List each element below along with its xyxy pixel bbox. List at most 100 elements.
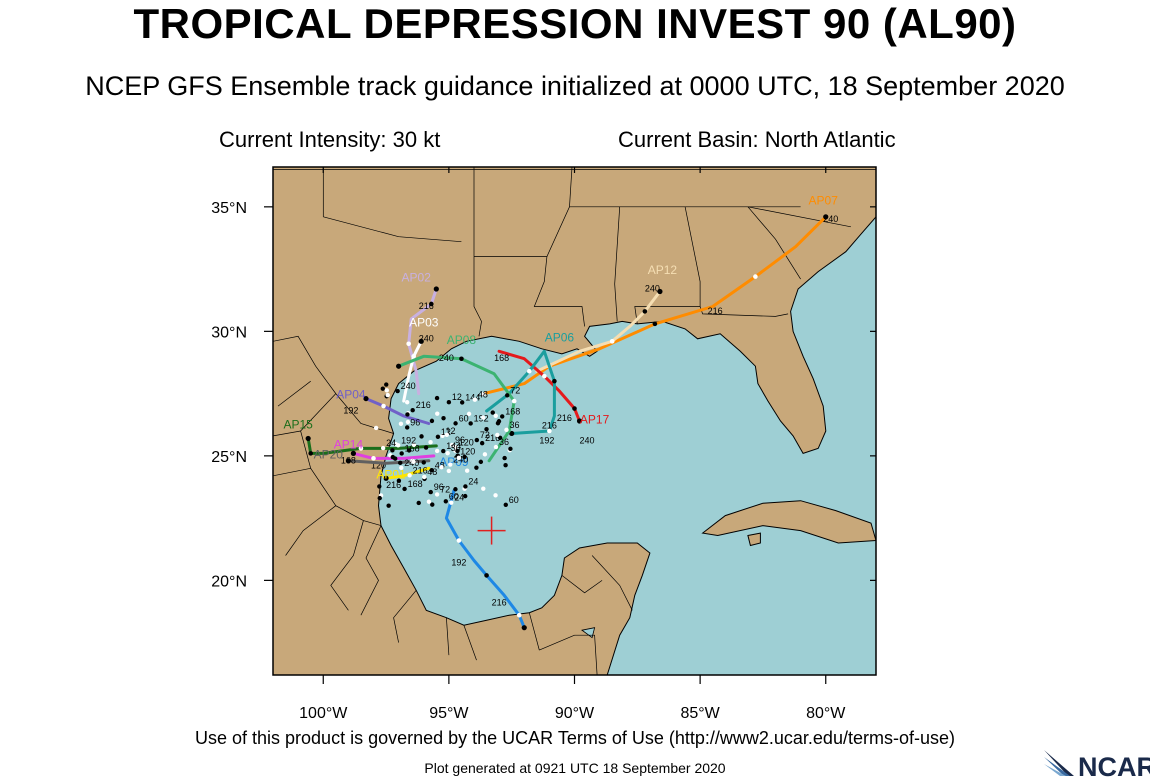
- track-point: [406, 341, 411, 347]
- track-point: [428, 301, 434, 307]
- member-label-ap01: AP01: [376, 467, 406, 481]
- track-ap08: [397, 354, 516, 463]
- track-endpoint: [418, 338, 424, 344]
- cluster-point: [444, 432, 450, 437]
- track-ap03: [402, 339, 423, 403]
- track-ap15: [306, 436, 438, 455]
- cluster-point: [402, 486, 407, 492]
- cluster-point: [481, 391, 486, 397]
- cluster-point: [393, 456, 398, 461]
- cluster-hour-label: 192: [474, 413, 489, 423]
- border-line: [747, 206, 851, 228]
- track-endpoint: [345, 458, 351, 464]
- lon-tick-label: 80°W: [806, 705, 846, 722]
- lon-tick-label: 85°W: [680, 705, 720, 722]
- cluster-point: [439, 465, 444, 470]
- lon-tick-label: 100°W: [299, 705, 348, 722]
- cluster-point: [464, 468, 470, 473]
- track-endpoint: [657, 288, 663, 295]
- cluster-point: [429, 468, 434, 473]
- track-ap12: [535, 290, 662, 373]
- cluster-hour-label: 48: [478, 390, 488, 400]
- cluster-hour-label: 168: [505, 406, 520, 416]
- cluster-point: [406, 448, 412, 453]
- cluster-point: [421, 460, 426, 465]
- forecast-hour-label: 192: [343, 406, 358, 416]
- cluster-point: [505, 393, 510, 398]
- cluster-point: [395, 388, 400, 394]
- track-ap09: [444, 489, 526, 630]
- cluster-hour-label: 192: [401, 435, 416, 445]
- cluster-hour-label: 12: [441, 427, 451, 437]
- cluster-point: [435, 434, 441, 439]
- cluster-point: [455, 448, 460, 454]
- cluster-point: [405, 425, 410, 430]
- border-line: [747, 206, 801, 280]
- forecast-hour-label: 240: [439, 353, 454, 363]
- cluster-point: [405, 419, 411, 425]
- border-line: [323, 216, 462, 243]
- cluster-hour-label: 96: [455, 435, 465, 445]
- border-line: [300, 393, 382, 526]
- cluster-hour-label: 24: [386, 438, 396, 448]
- cluster-point: [435, 411, 440, 416]
- track-ap01: [384, 466, 431, 480]
- track-ap04: [364, 397, 431, 425]
- cluster-hour-label: 168: [405, 443, 420, 453]
- border-line: [474, 256, 585, 327]
- cluster-point: [493, 413, 498, 418]
- cluster-point: [445, 450, 450, 456]
- forecast-hour-label: 120: [371, 460, 386, 470]
- forecast-hour-label: 240: [823, 214, 838, 224]
- cluster-point: [411, 442, 417, 448]
- cluster-point: [384, 388, 390, 393]
- border-line: [273, 430, 301, 437]
- cluster-point: [453, 421, 458, 426]
- member-label-ap02: AP02: [402, 271, 432, 285]
- cluster-point: [472, 397, 478, 402]
- cluster-point: [377, 495, 382, 501]
- cluster-hour-label: 216: [416, 400, 431, 410]
- cluster-point: [459, 400, 465, 405]
- member-label-ap03: AP03: [409, 315, 439, 329]
- current-intensity: Current Intensity: 30 kt: [219, 127, 441, 152]
- cluster-point: [440, 433, 445, 439]
- track-point: [381, 403, 386, 409]
- cluster-point: [449, 500, 454, 505]
- border-line: [285, 505, 337, 556]
- track-endpoint: [823, 214, 829, 220]
- cluster-hour-label: 216: [485, 433, 500, 443]
- forecast-hour-label: 240: [645, 284, 660, 294]
- cluster-point: [479, 440, 485, 446]
- cluster-hour-label: 72: [510, 385, 520, 395]
- cluster-point: [474, 437, 480, 443]
- map-subtitle: NCEP GFS Ensemble track guidance initial…: [85, 71, 1065, 101]
- cluster-point: [504, 427, 509, 433]
- cluster-point: [481, 415, 486, 420]
- member-label-ap14: AP14: [334, 437, 364, 451]
- cluster-point: [463, 484, 468, 489]
- forecast-hour-label: 168: [341, 455, 356, 465]
- axis-ticks: 100°W 95°W 90°W 85°W 80°W 20°N 25°N 30°N 35°N: [211, 167, 876, 722]
- track-endpoint: [576, 418, 583, 424]
- isla-juventud-land: [747, 532, 761, 547]
- cluster-point: [399, 465, 404, 471]
- track-endpoint: [350, 450, 356, 456]
- track-ap14: [351, 451, 436, 460]
- cluster-hour-label: 24: [468, 476, 478, 486]
- cluster-hour-label: 36: [509, 420, 519, 430]
- track-point: [484, 573, 489, 578]
- cluster-point: [495, 432, 500, 438]
- border-line: [273, 467, 311, 477]
- border-line: [473, 256, 482, 337]
- plot-generated-time: Plot generated at 0921 UTC 18 September …: [424, 760, 726, 776]
- track-point: [308, 451, 313, 456]
- cluster-point: [453, 445, 458, 450]
- cluster-point: [380, 386, 386, 391]
- cluster-point: [434, 492, 440, 497]
- border-line: [561, 575, 603, 594]
- cluster-point: [434, 395, 440, 401]
- ncar-swoosh-icon: [1044, 750, 1074, 776]
- cluster-hour-label: 48: [435, 460, 445, 470]
- cluster-point: [429, 418, 435, 424]
